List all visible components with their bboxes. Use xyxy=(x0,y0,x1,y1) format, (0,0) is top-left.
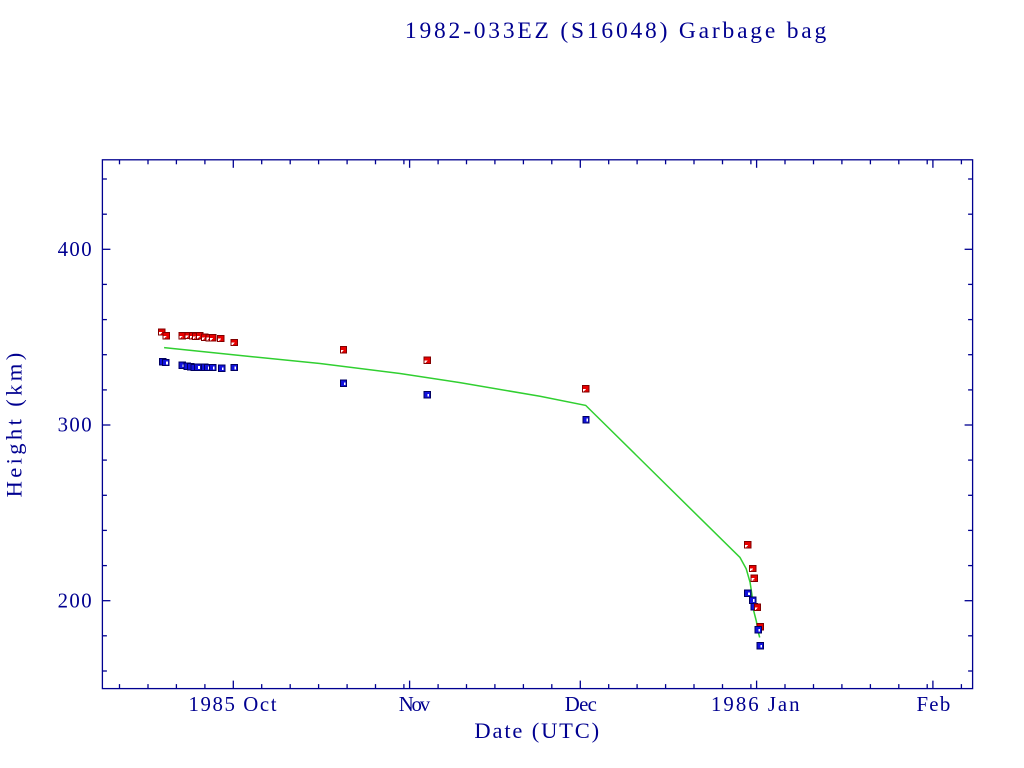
svg-text:Dec: Dec xyxy=(565,693,597,716)
svg-text:400: 400 xyxy=(58,238,93,261)
svg-text:Nov: Nov xyxy=(399,693,431,716)
svg-text:300: 300 xyxy=(58,414,93,437)
svg-text:1985 Oct: 1985 Oct xyxy=(188,693,278,716)
svg-text:1982-033EZ (S16048) Garbage ba: 1982-033EZ (S16048) Garbage bag xyxy=(405,18,829,44)
svg-text:Date (UTC): Date (UTC) xyxy=(474,718,601,743)
svg-text:200: 200 xyxy=(58,590,93,613)
svg-text:Feb: Feb xyxy=(916,693,951,716)
svg-text:Height (km): Height (km) xyxy=(2,349,27,497)
svg-text:1986 Jan: 1986 Jan xyxy=(711,693,802,716)
